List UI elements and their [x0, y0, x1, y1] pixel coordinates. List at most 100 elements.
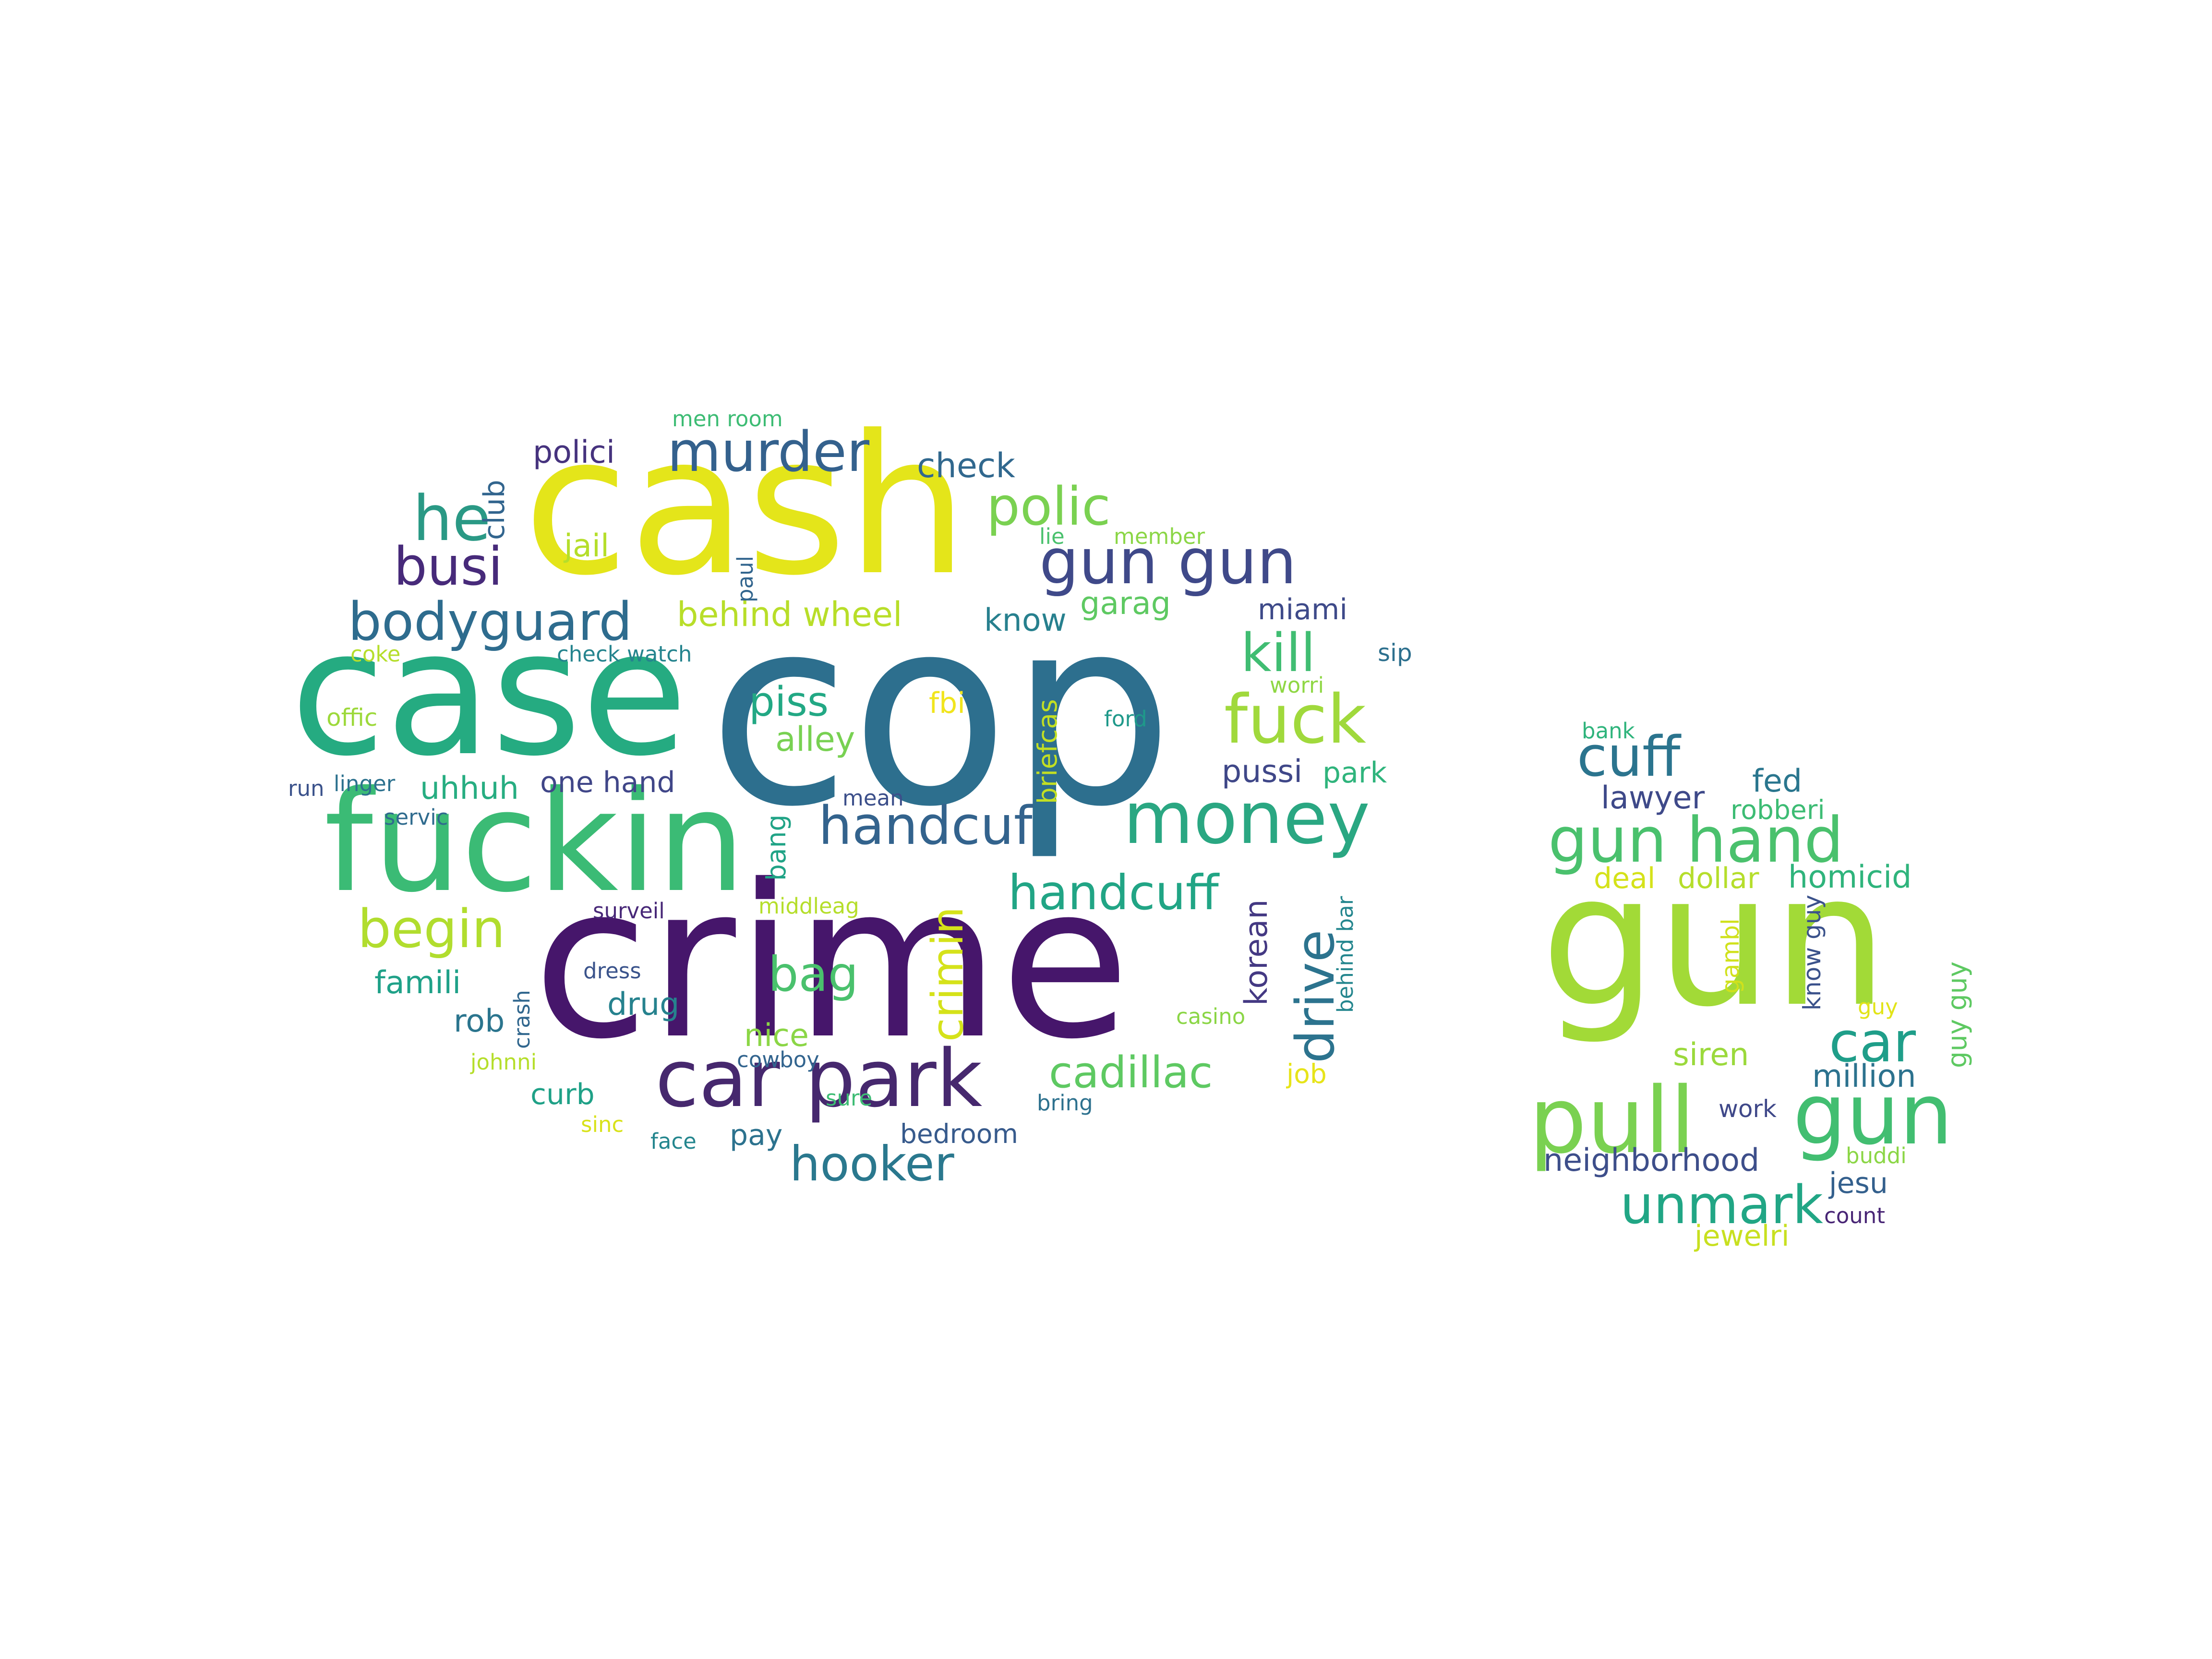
word-lie: lie — [1039, 524, 1065, 549]
word-car-park: car park — [655, 1033, 983, 1125]
word-hooker: hooker — [790, 1136, 954, 1192]
word-jesu: jesu — [1829, 1166, 1888, 1200]
word-sinc: sinc — [581, 1112, 624, 1137]
word-fbi: fbi — [929, 686, 965, 720]
word-member: member — [1114, 524, 1205, 549]
word-work: work — [1719, 1095, 1777, 1123]
word-fuckin: fuckin — [324, 761, 745, 923]
word-nice: nice — [744, 1018, 809, 1054]
word-alley: alley — [775, 720, 855, 759]
word-million: million — [1812, 1058, 1916, 1094]
word-korean: korean — [1238, 899, 1274, 1006]
word-siren: siren — [1673, 1037, 1749, 1073]
word-coke: coke — [350, 641, 401, 667]
word-curb: curb — [530, 1078, 595, 1111]
word-crimin: crimin — [923, 906, 973, 1042]
word-offic: offic — [326, 704, 378, 732]
word-behind-wheel: behind wheel — [677, 595, 902, 634]
word-fed: fed — [1752, 763, 1803, 799]
word-pussi: pussi — [1222, 754, 1303, 790]
word-cuff: cuff — [1577, 725, 1681, 789]
word-mean: mean — [842, 785, 904, 811]
word-servic: servic — [384, 805, 448, 830]
word-begin: begin — [358, 898, 505, 960]
word-briefcas: briefcas — [1032, 699, 1063, 804]
word-drug: drug — [607, 986, 680, 1022]
word-bank: bank — [1582, 718, 1635, 744]
word-lawyer: lawyer — [1601, 780, 1705, 816]
word-garag: garag — [1080, 586, 1171, 622]
word-case: case — [290, 593, 688, 794]
word-car: car — [1829, 1010, 1916, 1075]
word-job: job — [1286, 1058, 1327, 1089]
word-face: face — [650, 1129, 697, 1154]
word-gun-gun: gun gun — [1039, 525, 1297, 598]
word-dollar: dollar — [1678, 862, 1759, 895]
word-one-hand: one hand — [540, 766, 675, 799]
word-know: know — [984, 602, 1067, 638]
word-crash: crash — [509, 990, 535, 1049]
word-run: run — [288, 776, 325, 801]
word-polici: polici — [533, 434, 615, 470]
word-sip: sip — [1378, 639, 1412, 667]
word-bring: bring — [1037, 1090, 1093, 1116]
word-gun: gun — [1541, 834, 1888, 1047]
word-dress: dress — [583, 958, 641, 984]
word-pay: pay — [730, 1118, 783, 1152]
word-linger: linger — [334, 771, 396, 796]
word-check-watch: check watch — [557, 641, 692, 667]
word-polic: polic — [986, 476, 1111, 537]
word-club: club — [478, 480, 511, 540]
word-jail: jail — [564, 528, 610, 564]
word-gun-hand: gun hand — [1548, 804, 1844, 877]
word-know-guy: know guy — [1798, 894, 1826, 1010]
word-guy: guy — [1858, 994, 1898, 1020]
word-buddi: buddi — [1846, 1143, 1907, 1168]
word-unmark: unmark — [1620, 1174, 1823, 1236]
word-johnni: johnni — [470, 1049, 537, 1075]
word-check: check — [917, 446, 1015, 485]
word-paul: paul — [733, 555, 758, 602]
word-gambl: gambl — [1717, 918, 1744, 994]
word-bang: bang — [761, 814, 792, 881]
word-fuck: fuck — [1224, 681, 1367, 759]
word-miami: miami — [1258, 593, 1348, 626]
word-behind-bar: behind bar — [1333, 896, 1358, 1013]
word-sure: sure — [826, 1085, 873, 1111]
word-cadillac: cadillac — [1049, 1047, 1213, 1098]
word-robberi: robberi — [1731, 794, 1825, 825]
word-kill: kill — [1241, 622, 1316, 684]
word-guy-guy: guy guy — [1942, 961, 1972, 1068]
word-cop: cop — [708, 562, 1174, 864]
word-middleag: middleag — [758, 893, 859, 919]
word-men-room: men room — [672, 406, 783, 432]
word-jewelri: jewelri — [1695, 1219, 1790, 1253]
word-bag: bag — [768, 946, 859, 1002]
word-deal: deal — [1594, 862, 1656, 895]
word-pull: pull — [1529, 1068, 1695, 1174]
word-cowboy: cowboy — [737, 1047, 819, 1072]
word-uhhuh: uhhuh — [420, 770, 519, 806]
word-crime: crime — [533, 840, 1130, 1085]
word-homicid: homicid — [1788, 859, 1912, 895]
word-worri: worri — [1270, 673, 1324, 698]
word-money: money — [1123, 777, 1370, 860]
word-cash: cash — [523, 395, 968, 618]
word-handcuff: handcuff — [1008, 865, 1219, 921]
word-gun-secondary: gun — [1793, 1066, 1953, 1164]
word-ford: ford — [1104, 706, 1147, 732]
word-rob: rob — [454, 1003, 505, 1039]
word-surveil: surveil — [593, 898, 665, 924]
word-count: count — [1824, 1203, 1885, 1228]
word-he: he — [413, 482, 491, 555]
word-bedroom: bedroom — [900, 1118, 1018, 1149]
word-piss: piss — [749, 678, 829, 726]
word-famili: famili — [374, 965, 461, 1001]
word-handcuf: handcuf — [818, 795, 1033, 856]
word-bodyguard: bodyguard — [348, 591, 633, 652]
word-busi: busi — [394, 536, 503, 597]
word-murder: murder — [667, 420, 870, 484]
word-casino: casino — [1176, 1004, 1246, 1029]
word-neighborhood: neighborhood — [1543, 1142, 1760, 1178]
